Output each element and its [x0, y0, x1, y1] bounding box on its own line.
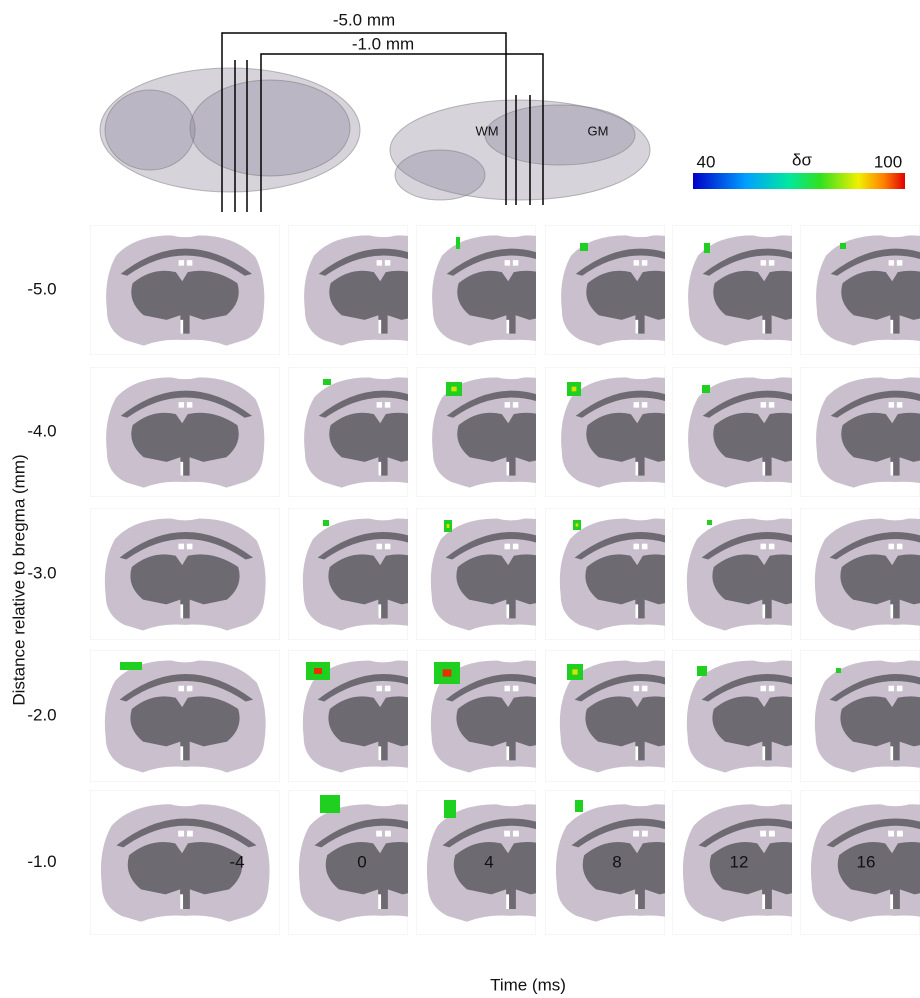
slice-cell — [800, 650, 920, 782]
slice-cell — [90, 650, 280, 782]
activation — [697, 666, 707, 676]
activation — [580, 243, 588, 251]
coronal-slice — [816, 377, 920, 487]
activation — [704, 243, 710, 253]
activation-core — [572, 669, 577, 674]
slice-cell — [90, 508, 280, 640]
column-label: 16 — [857, 852, 876, 871]
colorbar-min: 40 — [697, 152, 716, 171]
activation — [575, 800, 583, 812]
activation-core — [572, 387, 577, 392]
activation — [323, 379, 331, 385]
activation-core — [443, 669, 452, 676]
column-label: 8 — [612, 852, 621, 871]
slice-cell — [800, 508, 920, 640]
activation — [323, 520, 329, 526]
row-label: -5.0 — [27, 279, 56, 298]
row-label: -1.0 — [27, 852, 56, 871]
coronal-slice — [815, 660, 920, 772]
column-label: 12 — [730, 852, 749, 871]
colorbar-max: 100 — [874, 152, 902, 171]
activation — [836, 668, 841, 673]
slice-cell — [90, 790, 280, 935]
activation — [707, 520, 712, 525]
activation — [702, 385, 710, 393]
coronal-slice — [816, 235, 920, 345]
region-label: WM — [475, 123, 498, 138]
coronal-slice — [815, 518, 920, 630]
activation — [444, 800, 456, 818]
coronal-slice — [106, 377, 264, 487]
activation-core — [576, 523, 579, 526]
coronal-slice — [106, 235, 264, 345]
activation-core — [314, 668, 322, 674]
coronal-slice — [105, 660, 266, 772]
activation — [840, 243, 846, 249]
activation-core — [451, 387, 456, 392]
slice-cell — [800, 367, 920, 497]
slice-cell — [90, 225, 280, 355]
slice-cell — [800, 225, 920, 355]
row-axis-label: Distance relative to bregma (mm) — [9, 454, 28, 705]
colorbar-symbol: δσ — [792, 150, 812, 169]
row-label: -2.0 — [27, 705, 56, 724]
activation — [456, 237, 460, 249]
row-label: -3.0 — [27, 563, 56, 582]
colorbar — [693, 173, 905, 189]
column-axis-label: Time (ms) — [490, 975, 566, 994]
activation — [120, 662, 142, 670]
figure: -5.0 mm -1.0 mm WM GM 40 δσ 100 Distance… — [0, 0, 920, 998]
column-label: 4 — [484, 852, 493, 871]
region-label: GM — [588, 123, 609, 138]
column-label: 0 — [357, 852, 366, 871]
coronal-slice — [105, 518, 266, 630]
activation-core — [447, 524, 450, 528]
slice-cell — [90, 367, 280, 497]
column-label: -4 — [229, 852, 244, 871]
activation — [320, 795, 340, 813]
brain-views — [92, 58, 650, 208]
row-label: -4.0 — [27, 421, 56, 440]
distance-label: -1.0 mm — [352, 34, 414, 53]
distance-label: -5.0 mm — [333, 10, 395, 29]
